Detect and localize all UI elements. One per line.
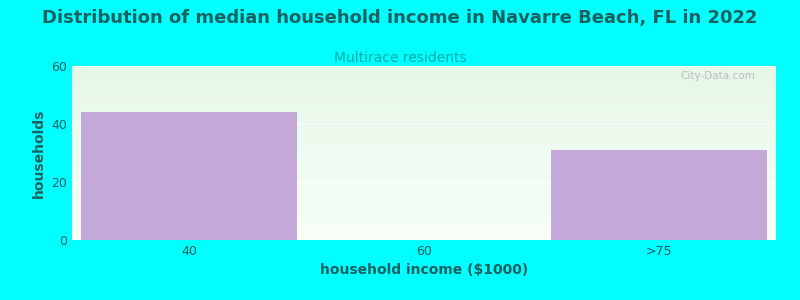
Text: Distribution of median household income in Navarre Beach, FL in 2022: Distribution of median household income … xyxy=(42,9,758,27)
Bar xyxy=(82,112,298,240)
Bar xyxy=(550,150,766,240)
Text: Multirace residents: Multirace residents xyxy=(334,51,466,65)
Text: City-Data.com: City-Data.com xyxy=(680,71,755,81)
Y-axis label: households: households xyxy=(32,108,46,198)
X-axis label: household income ($1000): household income ($1000) xyxy=(320,263,528,278)
